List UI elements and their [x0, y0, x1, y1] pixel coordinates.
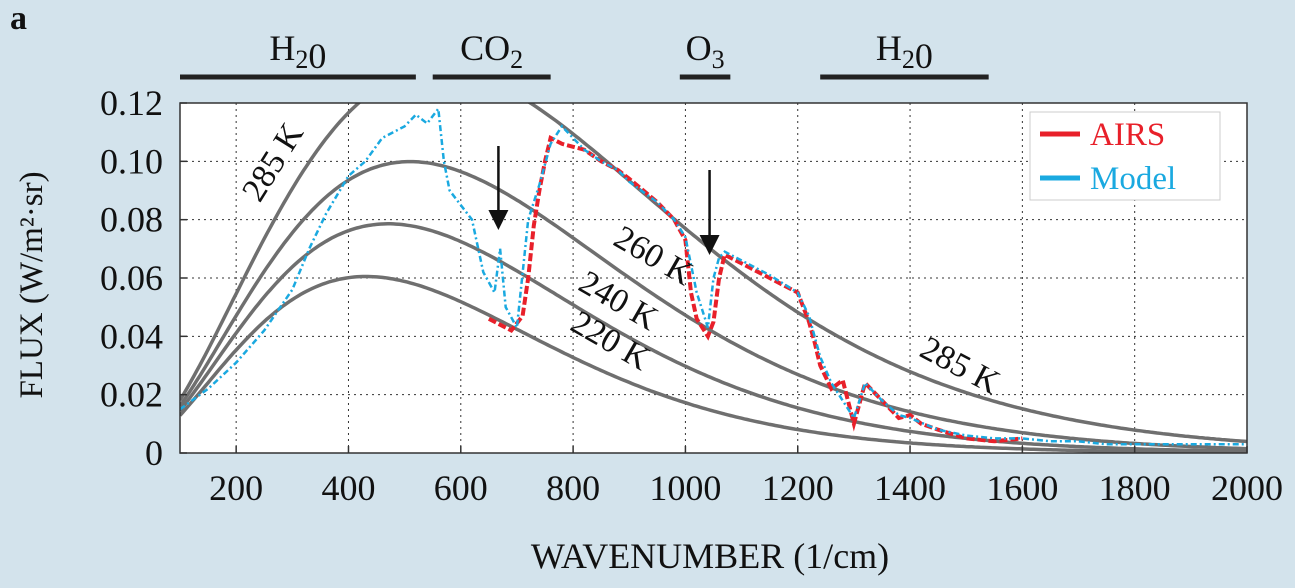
- x-tick-label: 1200: [762, 468, 834, 508]
- planck-curve-260: [180, 159, 1247, 451]
- band-label: O3: [686, 28, 725, 74]
- plot-frame: [179, 102, 1248, 454]
- data-series: [180, 105, 1247, 446]
- x-tick-label: 1800: [1099, 468, 1171, 508]
- x-tick-label: 1400: [874, 468, 946, 508]
- planck-curves: [180, 103, 1247, 453]
- legend-label-model: Model: [1090, 161, 1176, 197]
- planck-curve-285: [180, 103, 1247, 444]
- y-axis-label: FLUX (W/m²·sr): [14, 171, 50, 398]
- legend-label-airs: AIRS: [1090, 117, 1165, 153]
- y-tick-label: 0: [145, 433, 163, 473]
- y-tick-label: 0.02: [100, 375, 163, 415]
- x-tick-label: 1000: [649, 468, 721, 508]
- panel-label: a: [10, 0, 27, 37]
- x-axis-label: WAVENUMBER (1/cm): [531, 536, 889, 576]
- y-tick-label: 0.06: [100, 258, 163, 298]
- planck-curve-220: [180, 274, 1247, 453]
- band-annotations: H20 CO2 O3 H20: [180, 28, 989, 80]
- legend-box: [1029, 111, 1221, 201]
- planck-curve-240: [180, 222, 1247, 453]
- x-tick-label: 400: [321, 468, 375, 508]
- x-tick-label: 600: [434, 468, 488, 508]
- arrow-head: [488, 210, 509, 230]
- x-tick-label: 200: [209, 468, 263, 508]
- legend: AIRS Model: [1029, 111, 1221, 201]
- band-label: H20: [269, 28, 326, 76]
- x-tick-label: 1600: [986, 468, 1058, 508]
- band-label: H20: [876, 28, 933, 76]
- tick-labels: 200 400 600 800 1000 1200 1400 1600 1800 2000 0 0.0…: [100, 83, 1283, 508]
- y-tick-label: 0.04: [100, 316, 163, 356]
- y-tick-label: 0.12: [100, 83, 163, 123]
- band-label: CO2: [460, 28, 523, 74]
- x-tick-label: 800: [546, 468, 600, 508]
- x-tick-label: 2000: [1211, 468, 1283, 508]
- arrow-head: [699, 235, 720, 255]
- y-tick-label: 0.08: [100, 200, 163, 240]
- y-tick-label: 0.10: [100, 141, 163, 181]
